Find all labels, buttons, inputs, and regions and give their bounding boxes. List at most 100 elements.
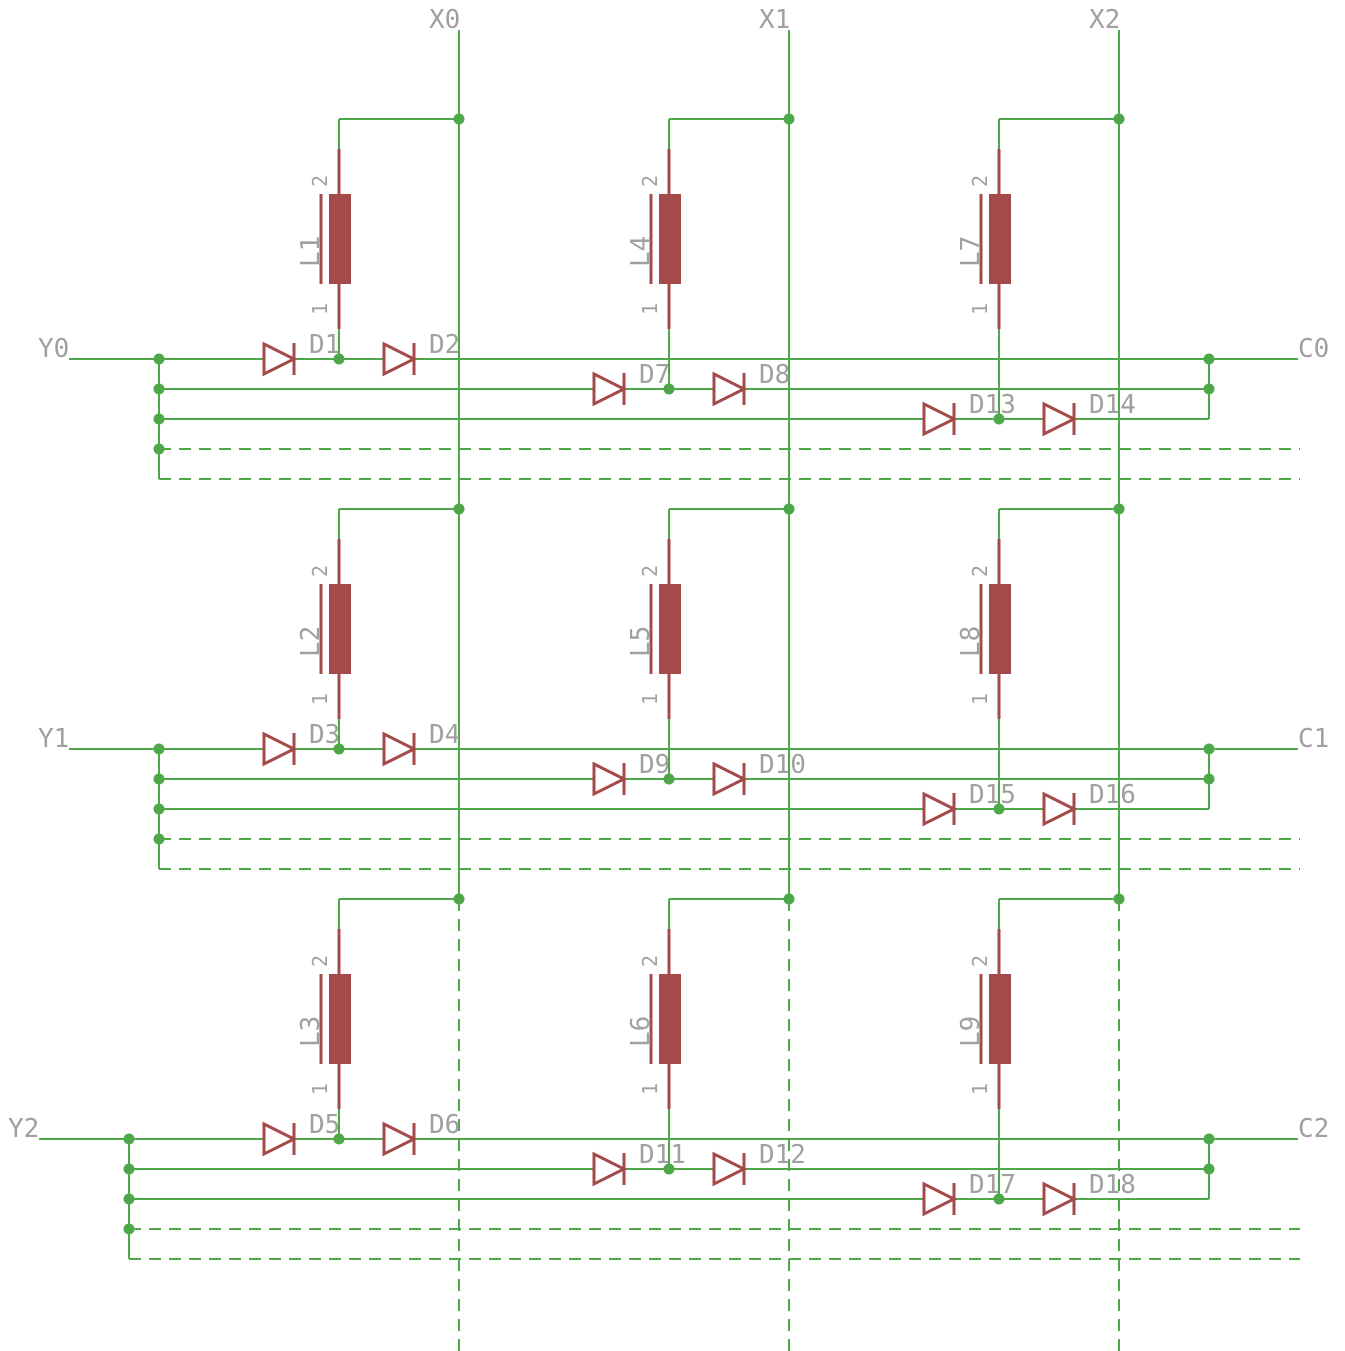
inductor-pin-label: 1 bbox=[308, 1083, 332, 1095]
diode-label: D14 bbox=[1089, 390, 1136, 420]
column-tap-junction bbox=[1113, 893, 1125, 905]
inductor-label: L6 bbox=[626, 1016, 656, 1047]
row-label-2: Y2 bbox=[8, 1114, 39, 1144]
output-junction bbox=[1203, 1163, 1215, 1175]
diode-4 bbox=[382, 731, 418, 767]
diode-body bbox=[262, 731, 298, 767]
inductor-core bbox=[329, 194, 351, 284]
diode-label: D15 bbox=[969, 780, 1016, 810]
diode-15 bbox=[922, 791, 958, 827]
diode-body bbox=[592, 761, 628, 797]
inductor-pin-label: 1 bbox=[308, 303, 332, 315]
diode-body bbox=[712, 761, 748, 797]
output-label-0: C0 bbox=[1298, 334, 1329, 364]
diode-body bbox=[1042, 401, 1078, 437]
inductor-pin-label: 1 bbox=[968, 1083, 992, 1095]
inductor-pin-label: 1 bbox=[638, 303, 662, 315]
inductor-core bbox=[989, 584, 1011, 674]
output-junction bbox=[1203, 383, 1215, 395]
inductor-label: L7 bbox=[956, 236, 986, 267]
inductor-pin-label: 1 bbox=[638, 693, 662, 705]
diode-body bbox=[922, 791, 958, 827]
diode-body bbox=[712, 371, 748, 407]
inductor-pin-label: 2 bbox=[308, 565, 332, 577]
diode-label: D3 bbox=[309, 720, 340, 750]
inductor-pin-label: 2 bbox=[638, 565, 662, 577]
inductor-pin-label: 2 bbox=[308, 175, 332, 187]
row-label-1: Y1 bbox=[38, 724, 69, 754]
diode-label: D7 bbox=[639, 360, 670, 390]
diode-label: D6 bbox=[429, 1110, 460, 1140]
diode-8 bbox=[712, 371, 748, 407]
diode-3 bbox=[262, 731, 298, 767]
diode-body bbox=[382, 1121, 418, 1157]
inductor-pin-label: 1 bbox=[308, 693, 332, 705]
inductor-label: L8 bbox=[956, 626, 986, 657]
diode-label: D12 bbox=[759, 1140, 806, 1170]
output-label-1: C1 bbox=[1298, 724, 1329, 754]
diode-16 bbox=[1042, 791, 1078, 827]
diode-label: D5 bbox=[309, 1110, 340, 1140]
column-label-2: X2 bbox=[1089, 5, 1120, 35]
inductor-label: L9 bbox=[956, 1016, 986, 1047]
inductor-pin-label: 1 bbox=[968, 693, 992, 705]
diode-body bbox=[1042, 791, 1078, 827]
column-tap-junction bbox=[453, 893, 465, 905]
diode-body bbox=[712, 1151, 748, 1187]
diode-body bbox=[592, 1151, 628, 1187]
inductor-label: L2 bbox=[296, 626, 326, 657]
diode-label: D18 bbox=[1089, 1170, 1136, 1200]
diode-label: D10 bbox=[759, 750, 806, 780]
diode-18 bbox=[1042, 1181, 1078, 1217]
inductor-label: L3 bbox=[296, 1016, 326, 1047]
diode-label: D16 bbox=[1089, 780, 1136, 810]
output-junction bbox=[1203, 773, 1215, 785]
column-tap-junction bbox=[1113, 503, 1125, 515]
column-tap-junction bbox=[1113, 113, 1125, 125]
diode-7 bbox=[592, 371, 628, 407]
diode-11 bbox=[592, 1151, 628, 1187]
inductor-label: L4 bbox=[626, 236, 656, 267]
column-tap-junction bbox=[453, 113, 465, 125]
diode-label: D13 bbox=[969, 390, 1016, 420]
diode-1 bbox=[262, 341, 298, 377]
diode-label: D4 bbox=[429, 720, 460, 750]
inductor-pin-label: 2 bbox=[968, 955, 992, 967]
inductor-pin-label: 2 bbox=[638, 955, 662, 967]
inductor-label: L5 bbox=[626, 626, 656, 657]
diode-label: D11 bbox=[639, 1140, 686, 1170]
diode-body bbox=[922, 1181, 958, 1217]
diode-10 bbox=[712, 761, 748, 797]
diode-17 bbox=[922, 1181, 958, 1217]
inductor-pin-label: 2 bbox=[638, 175, 662, 187]
diode-6 bbox=[382, 1121, 418, 1157]
inductor-core bbox=[329, 974, 351, 1064]
inductor-pin-label: 2 bbox=[968, 175, 992, 187]
column-tap-junction bbox=[453, 503, 465, 515]
diode-13 bbox=[922, 401, 958, 437]
column-tap-junction bbox=[783, 113, 795, 125]
column-tap-junction bbox=[783, 893, 795, 905]
inductor-pin-label: 2 bbox=[968, 565, 992, 577]
diode-body bbox=[1042, 1181, 1078, 1217]
inductor-core bbox=[989, 194, 1011, 284]
diode-label: D9 bbox=[639, 750, 670, 780]
column-label-1: X1 bbox=[759, 5, 790, 35]
inductor-core bbox=[659, 584, 681, 674]
diode-body bbox=[382, 341, 418, 377]
inductor-core bbox=[659, 194, 681, 284]
diode-body bbox=[592, 371, 628, 407]
column-label-0: X0 bbox=[429, 5, 460, 35]
row-label-0: Y0 bbox=[38, 334, 69, 364]
inductor-core bbox=[659, 974, 681, 1064]
diode-body bbox=[262, 341, 298, 377]
inductor-core bbox=[989, 974, 1011, 1064]
diode-label: D2 bbox=[429, 330, 460, 360]
diode-2 bbox=[382, 341, 418, 377]
diode-body bbox=[262, 1121, 298, 1157]
diode-label: D8 bbox=[759, 360, 790, 390]
output-label-2: C2 bbox=[1298, 1114, 1329, 1144]
inductor-label: L1 bbox=[296, 236, 326, 267]
inductor-core bbox=[329, 584, 351, 674]
